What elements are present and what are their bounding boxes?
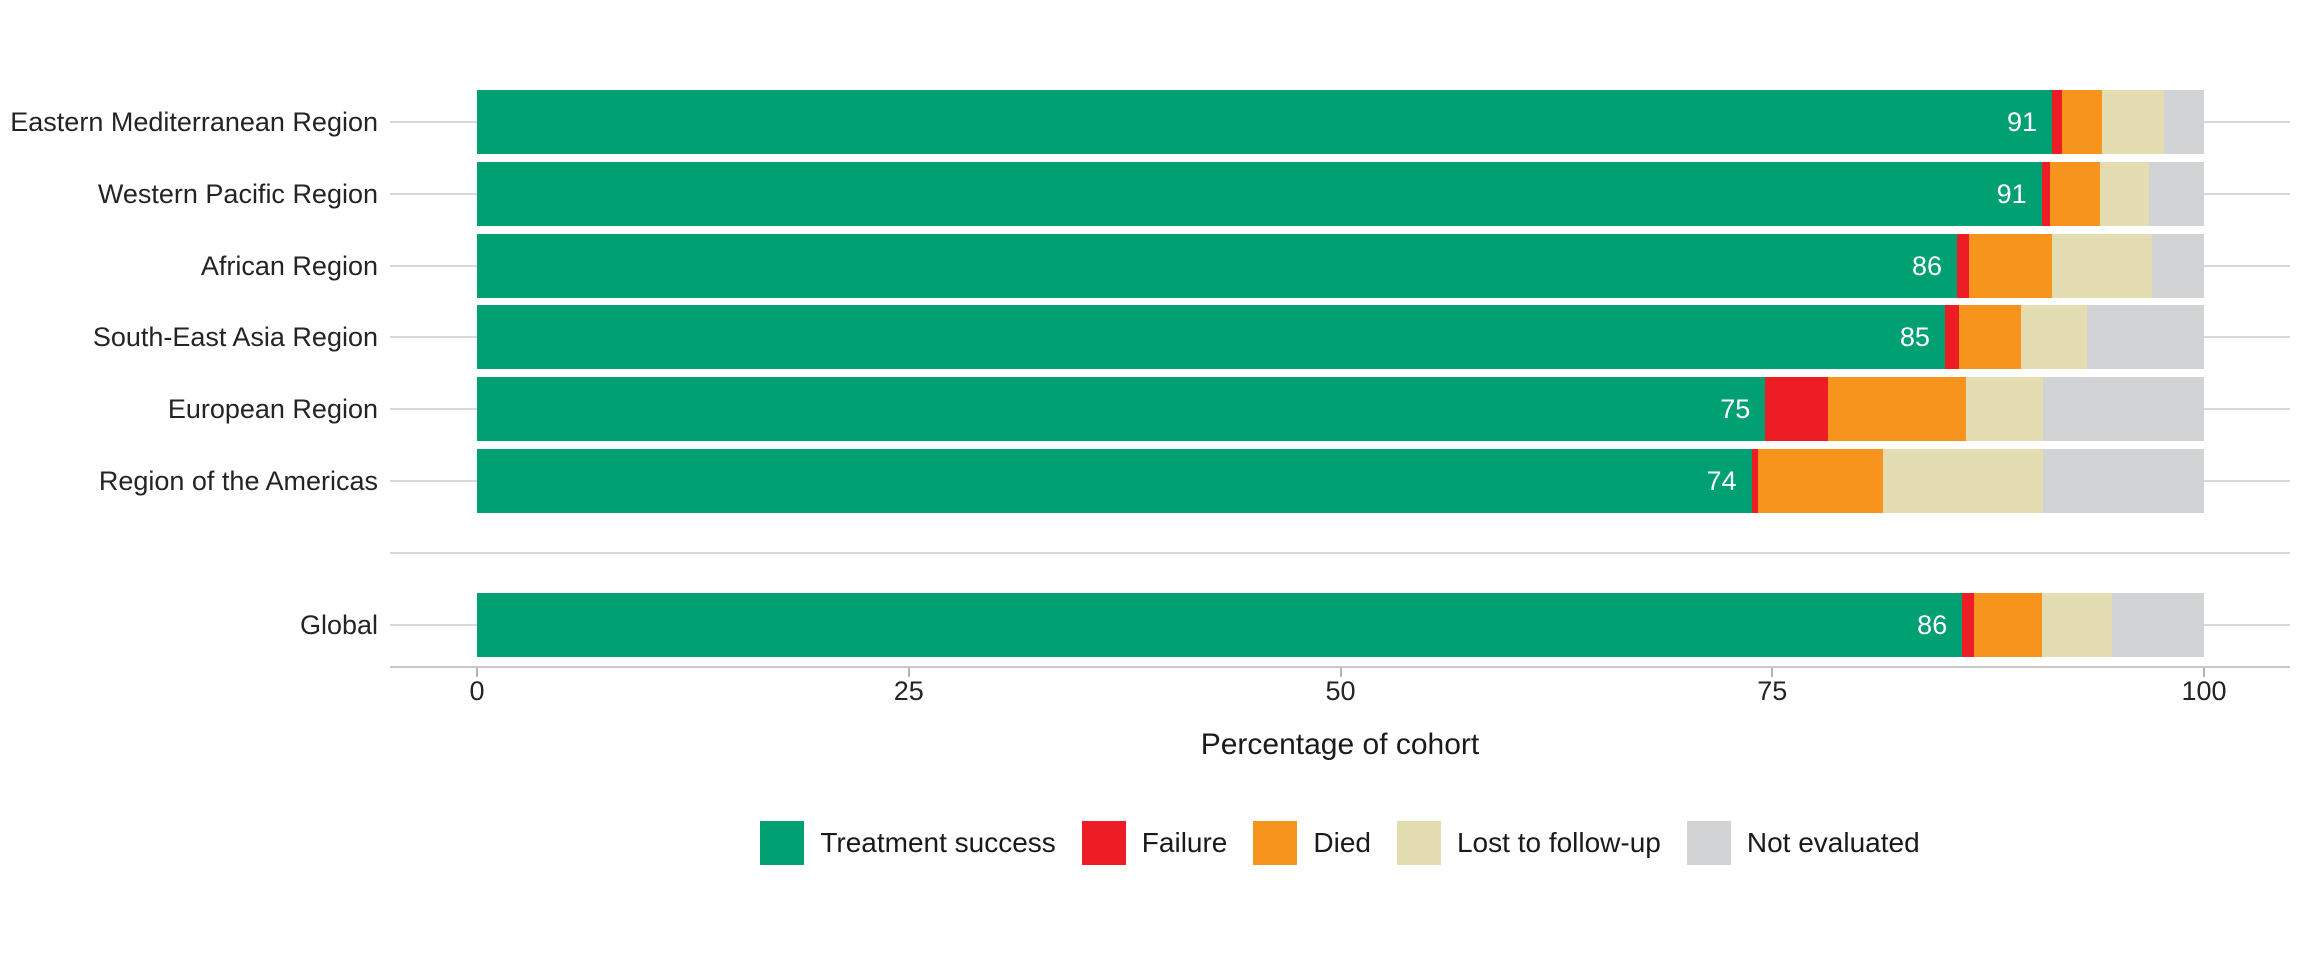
x-axis-title: Percentage of cohort xyxy=(1200,728,1480,761)
y-axis-label: Western Pacific Region xyxy=(97,178,378,209)
bar-segment-failure xyxy=(1751,449,1759,513)
legend-swatch xyxy=(1081,821,1126,865)
bar-segment-not-evaluated xyxy=(2112,592,2204,657)
y-axis-label: European Region xyxy=(167,394,378,425)
x-axis-tick xyxy=(476,668,478,677)
bar-segment-treatment-success xyxy=(477,449,1752,513)
legend-label: Died xyxy=(1313,827,1371,858)
x-axis-tick xyxy=(907,668,910,677)
bar-segment-lost-to-follow-up xyxy=(1965,377,2044,442)
bar-segment-died xyxy=(2062,90,2103,154)
x-axis-line xyxy=(390,666,2290,668)
bar-segment-treatment-success xyxy=(477,90,2053,154)
bar-segment-died xyxy=(2050,161,2101,226)
bar-segment-lost-to-follow-up xyxy=(2100,161,2149,226)
bar-segment-failure xyxy=(2052,90,2063,154)
legend-item-treatment-success: Treatment success xyxy=(760,821,1056,865)
x-axis-tick xyxy=(2203,668,2205,677)
bar-segment-died xyxy=(1958,305,2021,370)
legend-swatch xyxy=(1253,821,1298,865)
bar-segment-lost-to-follow-up xyxy=(2020,305,2087,370)
bar-segment-not-evaluated xyxy=(2152,233,2204,298)
bar-segment-not-evaluated xyxy=(2043,449,2204,513)
bar-segment-lost-to-follow-up xyxy=(2041,592,2113,657)
legend-label: Not evaluated xyxy=(1746,827,1920,858)
legend-label: Lost to follow-up xyxy=(1456,827,1661,858)
bar-segment-failure xyxy=(2041,161,2051,226)
x-axis-tick-label: 100 xyxy=(2181,676,2227,706)
y-axis-label: South-East Asia Region xyxy=(92,322,378,353)
bar-segment-treatment-success xyxy=(477,161,2042,226)
bar-segment-not-evaluated xyxy=(2086,305,2204,370)
x-axis-tick-label: 50 xyxy=(1325,676,1356,706)
x-axis-tick xyxy=(1339,668,1342,677)
bar-value-label: 74 xyxy=(1706,466,1737,496)
bar-segment-treatment-success xyxy=(477,377,1766,442)
bar-segment-not-evaluated xyxy=(2043,377,2204,442)
category-gridline xyxy=(390,551,2290,554)
bar-segment-died xyxy=(1974,592,2042,657)
y-axis-label: Eastern Mediterranean Region xyxy=(10,107,378,137)
legend-item-died: Died xyxy=(1253,821,1371,865)
bar-segment-lost-to-follow-up xyxy=(2052,233,2153,298)
bar-value-label: 86 xyxy=(1911,250,1943,281)
legend-item-lost-to-follow-up: Lost to follow-up xyxy=(1396,821,1661,865)
bar-value-label: 85 xyxy=(1899,322,1930,353)
x-axis-tick xyxy=(1771,668,1774,677)
x-axis-tick-label: 0 xyxy=(469,676,485,706)
bar-segment-failure xyxy=(1944,305,1959,370)
bar-segment-died xyxy=(1758,449,1883,513)
bar-segment-died xyxy=(1827,377,1966,442)
legend-swatch xyxy=(1686,821,1731,865)
legend: Treatment success Failure Died Lost to foll… xyxy=(390,818,2290,868)
legend-item-failure: Failure xyxy=(1081,821,1228,865)
legend-swatch xyxy=(760,821,805,865)
bar-segment-treatment-success xyxy=(477,592,1963,657)
bar-segment-died xyxy=(1969,233,2053,298)
bar-segment-lost-to-follow-up xyxy=(1882,449,2044,513)
bar-segment-treatment-success xyxy=(477,305,1945,370)
legend-swatch xyxy=(1396,821,1441,865)
y-axis-label: Global xyxy=(299,609,378,640)
bar-segment-failure xyxy=(1957,233,1970,298)
bar-segment-failure xyxy=(1765,377,1828,442)
legend-item-not-evaluated: Not evaluated xyxy=(1686,821,1920,865)
bar-value-label: 86 xyxy=(1917,609,1948,640)
bar-segment-not-evaluated xyxy=(2148,161,2204,226)
bar-value-label: 91 xyxy=(2006,107,2038,137)
bar-value-label: 75 xyxy=(1720,394,1751,425)
legend-label: Failure xyxy=(1141,827,1228,858)
bar-value-label: 91 xyxy=(1996,178,2027,209)
y-axis-label: Region of the Americas xyxy=(98,466,378,496)
y-axis-label: African Region xyxy=(200,250,378,281)
legend-label: Treatment success xyxy=(820,827,1056,858)
bar-segment-not-evaluated xyxy=(2164,90,2204,154)
bar-segment-lost-to-follow-up xyxy=(2102,90,2165,154)
x-axis-tick-label: 25 xyxy=(893,676,924,706)
bar-segment-failure xyxy=(1962,592,1975,657)
x-axis-tick-label: 75 xyxy=(1757,676,1788,706)
bar-segment-treatment-success xyxy=(477,233,1958,298)
